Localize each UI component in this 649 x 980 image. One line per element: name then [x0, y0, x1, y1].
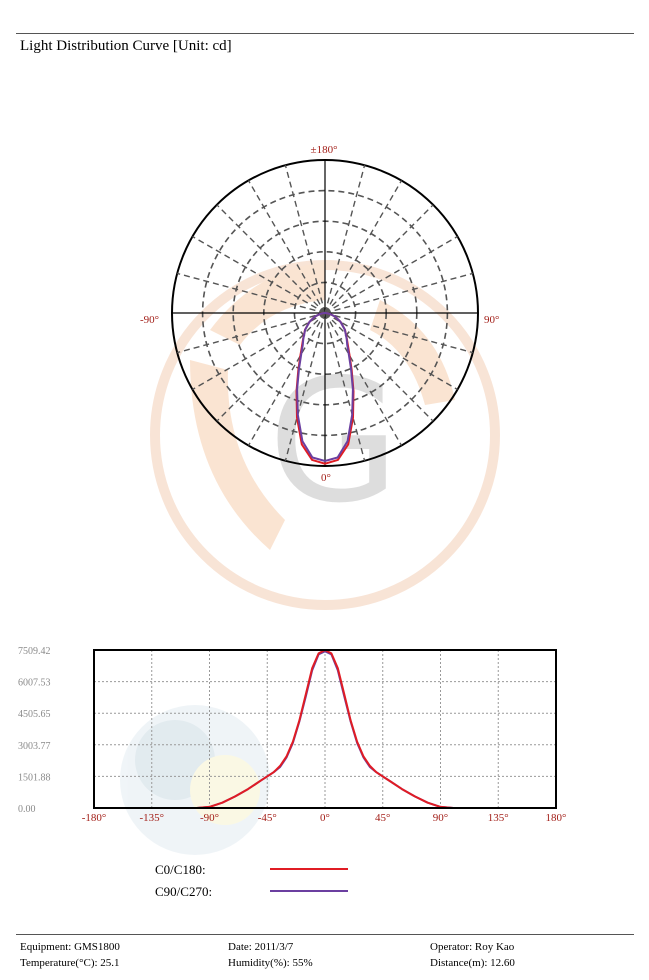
x-tick-label: -180°: [82, 812, 107, 824]
x-tick-label: 45°: [375, 812, 390, 824]
linear-series: [94, 649, 556, 809]
legend-c90-label: C90/C270:: [155, 884, 213, 899]
polar-series-c90: [296, 312, 354, 463]
polar-spoke: [247, 180, 326, 314]
legend-c0-label: C0/C180:: [155, 862, 206, 877]
polar-curve-chart: ±180° -90° 90° 0°: [140, 144, 499, 484]
footer-col-2: Date: 2011/3/7 Humidity(%): 55%: [228, 939, 313, 971]
polar-spoke: [324, 204, 434, 314]
legend-c90-swatch: [270, 890, 348, 892]
polar-spoke: [216, 312, 326, 422]
linear-grid: [94, 650, 556, 808]
footer-col-1: Equipment: GMS1800 Temperature(°C): 25.1: [20, 939, 120, 971]
report-title: Light Distribution Curve [Unit: cd]: [20, 38, 232, 54]
x-tick-label: 90°: [433, 812, 448, 824]
equipment-text: Equipment: GMS1800: [20, 941, 120, 953]
polar-spoke: [324, 312, 366, 461]
x-tick-labels: -180° -135° -90° -45° 0° 45° 90° 135° 180°: [82, 812, 567, 824]
polar-spoke: [284, 165, 326, 314]
polar-spoke: [177, 312, 326, 354]
polar-spoke: [324, 235, 458, 314]
polar-spoke: [324, 312, 473, 354]
polar-spoke: [284, 312, 326, 461]
top-rule: [16, 33, 634, 34]
y-tick-label: 6007.53: [18, 678, 51, 689]
line-series-c0: [94, 649, 556, 809]
polar-spoke: [177, 272, 326, 314]
polar-spoke: [324, 272, 473, 314]
temperature-text: Temperature(°C): 25.1: [20, 957, 120, 969]
polar-spoke: [324, 165, 366, 314]
polar-spoke: [324, 312, 458, 391]
y-tick-label: 0.00: [18, 804, 36, 815]
polar-grid: [171, 159, 479, 467]
operator-text: Operator: Roy Kao: [430, 941, 515, 953]
polar-label-left: -90°: [140, 314, 159, 326]
legend-c0-swatch: [270, 868, 348, 870]
linear-curve-chart: 7509.426007.534505.653003.771501.880.00 …: [18, 646, 567, 824]
date-text: Date: 2011/3/7: [228, 941, 294, 953]
footer-rule: [16, 934, 634, 935]
polar-curves: [295, 312, 355, 465]
polar-spoke: [324, 312, 403, 446]
polar-label-top: ±180°: [311, 144, 338, 156]
polar-label-right: 90°: [484, 314, 499, 326]
polar-spoke: [324, 180, 403, 314]
x-tick-label: 180°: [546, 812, 567, 824]
y-tick-labels: 7509.42 6007.53 4505.65 3003.77 1501.88 0.00: [18, 646, 51, 815]
distance-text: Distance(m): 12.60: [430, 957, 515, 969]
plot-frame: [93, 649, 557, 809]
polar-label-bottom: 0°: [321, 472, 331, 484]
polar-spoke: [324, 312, 434, 422]
polar-spoke: [192, 235, 326, 314]
humidity-text: Humidity(%): 55%: [228, 957, 313, 969]
x-tick-label: 0°: [320, 812, 330, 824]
polar-spoke: [192, 312, 326, 391]
y-tick-label: 1501.88: [18, 772, 51, 783]
y-tick-label: 3003.77: [18, 741, 51, 752]
x-tick-label: 135°: [488, 812, 509, 824]
y-tick-label: 4505.65: [18, 709, 51, 720]
x-tick-label: -135°: [139, 812, 164, 824]
y-tick-label: 7509.42: [18, 646, 51, 657]
x-tick-label: -45°: [258, 812, 277, 824]
polar-spoke: [247, 312, 326, 446]
polar-spoke: [216, 204, 326, 314]
x-tick-label: -90°: [200, 812, 219, 824]
footer-col-3: Operator: Roy Kao Distance(m): 12.60: [430, 939, 515, 971]
